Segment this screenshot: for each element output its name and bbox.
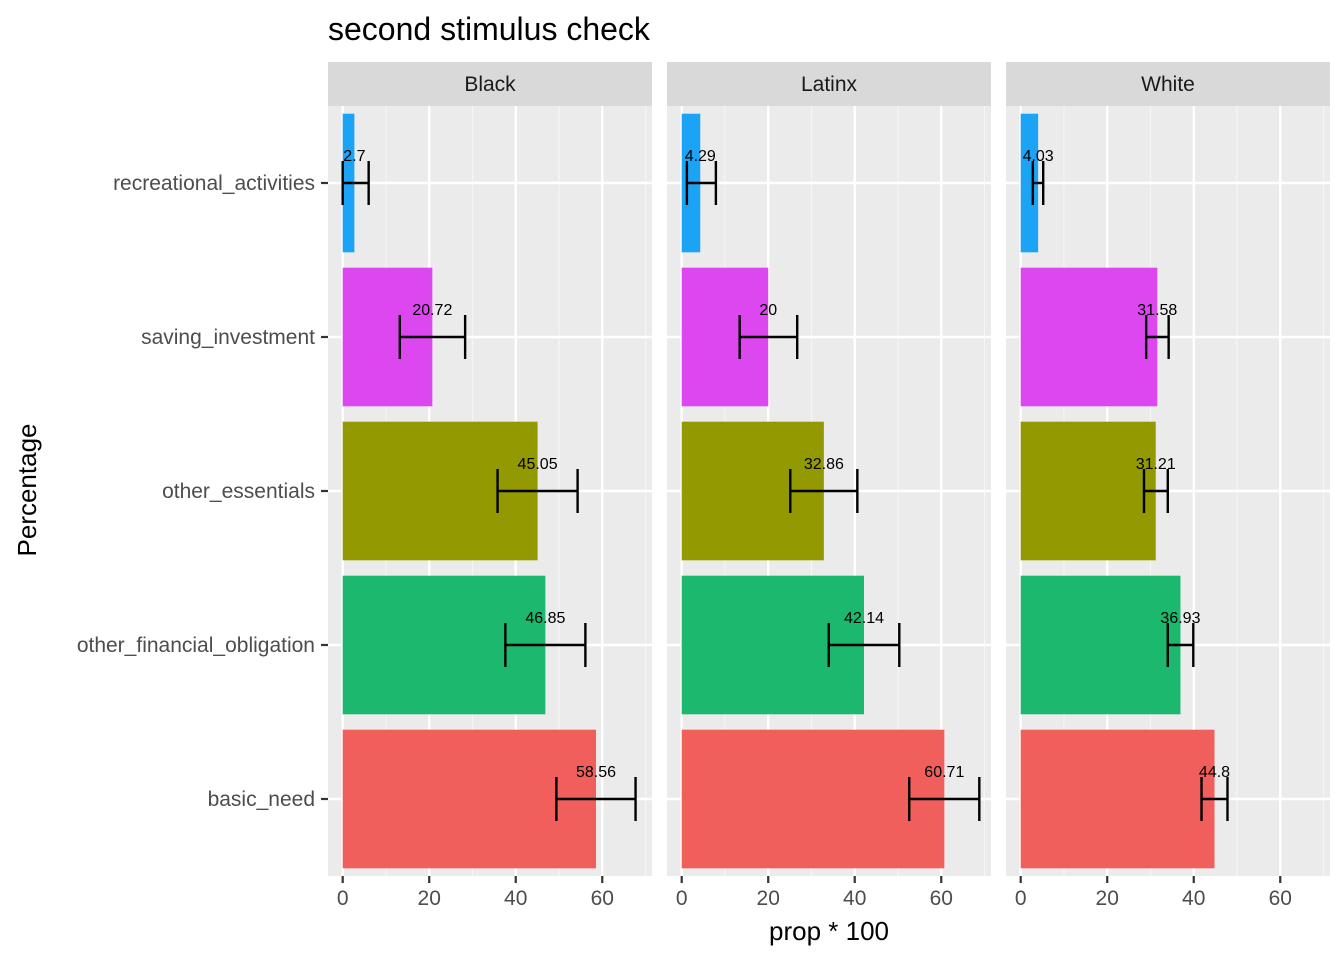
error-bar: [1144, 315, 1170, 359]
facet-strip-label: Latinx: [801, 73, 858, 96]
y-tick-label: other_financial_obligation: [77, 634, 315, 657]
x-tick-label: 20: [757, 887, 780, 910]
y-axis-title: Percentage: [12, 424, 42, 557]
x-tick-label: 40: [1182, 887, 1205, 910]
panel-latinx: Latinx 60.71 42.14 32.86 20 4.29 0 20 40 60: [667, 62, 991, 910]
data-label: 32.86: [804, 456, 844, 473]
x-tick-label: 40: [843, 887, 866, 910]
error-bar: [398, 315, 467, 359]
x-axis-title: prop * 100: [769, 916, 889, 946]
data-label: 42.14: [844, 610, 884, 627]
data-label: 4.03: [1023, 148, 1054, 165]
y-tick-label: basic_need: [208, 788, 315, 811]
bar-other-essentials: [1020, 421, 1156, 561]
x-tick-label: 20: [1096, 887, 1119, 910]
error-bar: [555, 777, 637, 821]
error-bar: [1200, 777, 1229, 821]
data-label: 2.7: [343, 148, 365, 165]
error-bar: [504, 623, 587, 667]
data-label: 36.93: [1160, 610, 1200, 627]
x-tick-label: 0: [676, 887, 688, 910]
error-bar: [496, 469, 579, 513]
bar-basic-need: [681, 729, 945, 869]
facet-strip-label: White: [1141, 73, 1195, 96]
y-tick-label: recreational_activities: [113, 172, 315, 195]
x-tick-label: 20: [418, 887, 441, 910]
data-label: 58.56: [576, 764, 616, 781]
data-label: 31.21: [1136, 456, 1176, 473]
facet-strip-label: Black: [464, 73, 516, 96]
facet-strip: [667, 62, 991, 106]
error-bar: [827, 623, 901, 667]
panel-white: White 44.8 36.93 31.21 31.58 4.03 0 20 40 60: [1006, 62, 1330, 910]
x-tick-label: 60: [930, 887, 953, 910]
panel-black: Black 58.56 46.85 45.05 20.72 2.7 0 20 40 60: [328, 62, 652, 910]
error-bar: [1031, 161, 1045, 205]
data-label: 45.05: [518, 456, 558, 473]
bar-recreational-activities: [1020, 113, 1039, 253]
facet-strip: [328, 62, 652, 106]
data-label: 4.29: [685, 148, 716, 165]
bar-basic-need: [1020, 729, 1215, 869]
y-axis-ticks: basic_need other_financial_obligation othe…: [77, 172, 328, 811]
error-bar: [908, 777, 981, 821]
chart-title: second stimulus check: [328, 11, 651, 47]
data-label: 20.72: [412, 302, 452, 319]
x-tick-label: 0: [1015, 887, 1027, 910]
error-bar: [685, 161, 718, 205]
error-bar: [341, 161, 370, 205]
data-label: 46.85: [525, 610, 565, 627]
bar-other-financial-obligation: [1020, 575, 1181, 715]
data-label: 31.58: [1137, 302, 1177, 319]
y-tick-label: saving_investment: [141, 326, 315, 349]
data-label: 20: [759, 302, 777, 319]
bar-basic-need: [342, 729, 597, 869]
error-bar: [738, 315, 799, 359]
y-tick-label: other_essentials: [162, 480, 315, 503]
x-tick-label: 40: [504, 887, 527, 910]
facet-strip: [1006, 62, 1330, 106]
x-tick-label: 0: [337, 887, 349, 910]
data-label: 44.8: [1199, 764, 1230, 781]
bar-saving-investment: [1020, 267, 1158, 407]
x-tick-label: 60: [1269, 887, 1292, 910]
x-tick-label: 60: [591, 887, 614, 910]
error-bar: [789, 469, 859, 513]
error-bar: [1142, 469, 1169, 513]
data-label: 60.71: [924, 764, 964, 781]
error-bar: [1166, 623, 1195, 667]
